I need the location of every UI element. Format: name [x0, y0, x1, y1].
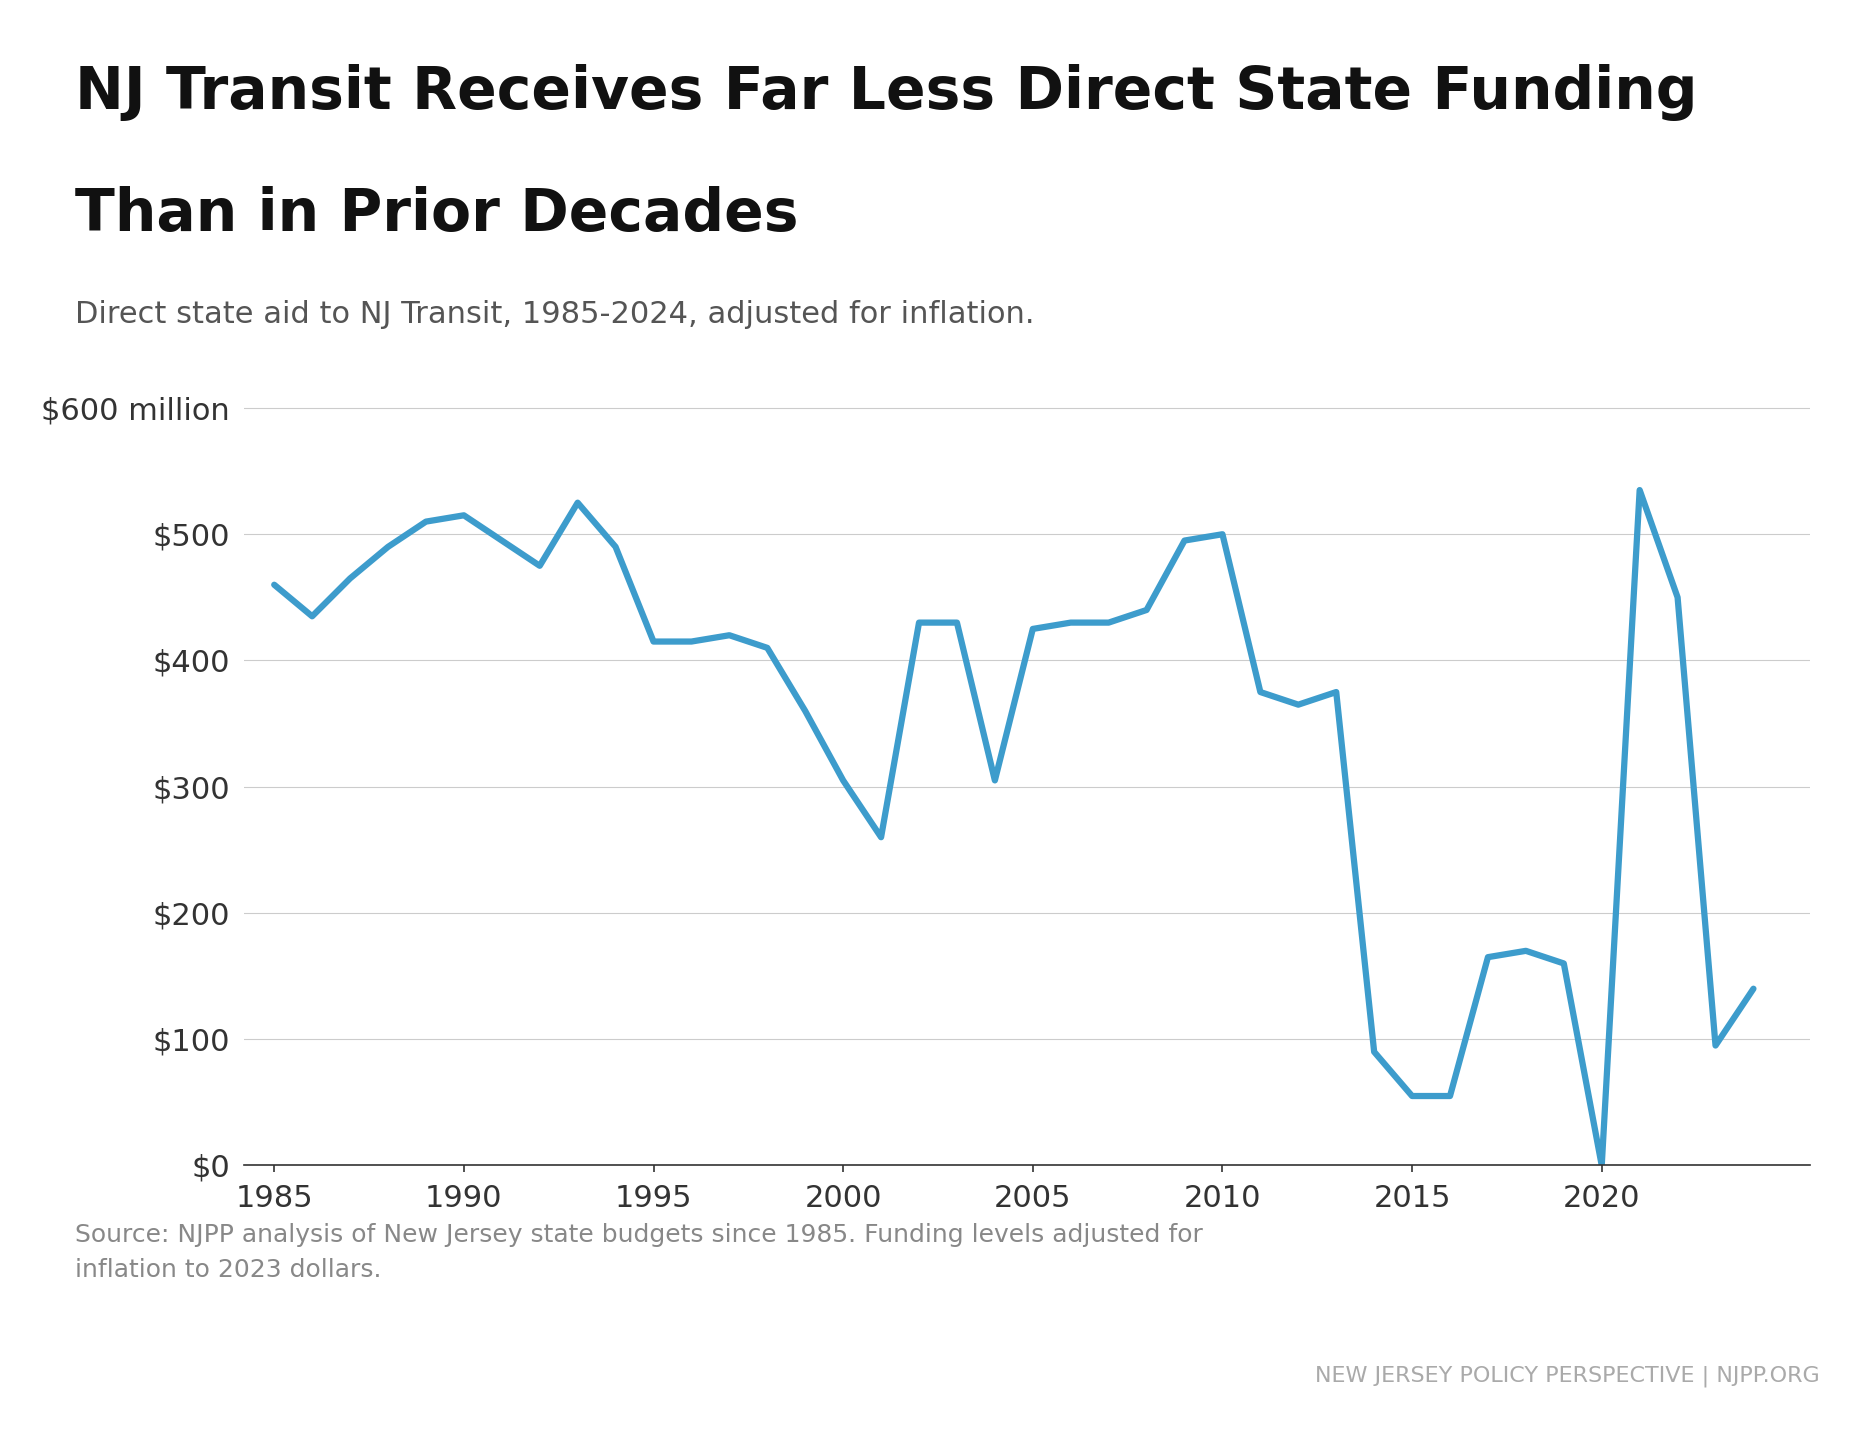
Text: Source: NJPP analysis of New Jersey state budgets since 1985. Funding levels adj: Source: NJPP analysis of New Jersey stat… [75, 1223, 1203, 1283]
Text: NJ Transit Receives Far Less Direct State Funding: NJ Transit Receives Far Less Direct Stat… [75, 64, 1698, 122]
Text: Than in Prior Decades: Than in Prior Decades [75, 186, 799, 243]
Text: Direct state aid to NJ Transit, 1985-2024, adjusted for inflation.: Direct state aid to NJ Transit, 1985-202… [75, 300, 1034, 329]
Text: NEW JERSEY POLICY PERSPECTIVE | NJPP.ORG: NEW JERSEY POLICY PERSPECTIVE | NJPP.ORG [1315, 1366, 1820, 1387]
